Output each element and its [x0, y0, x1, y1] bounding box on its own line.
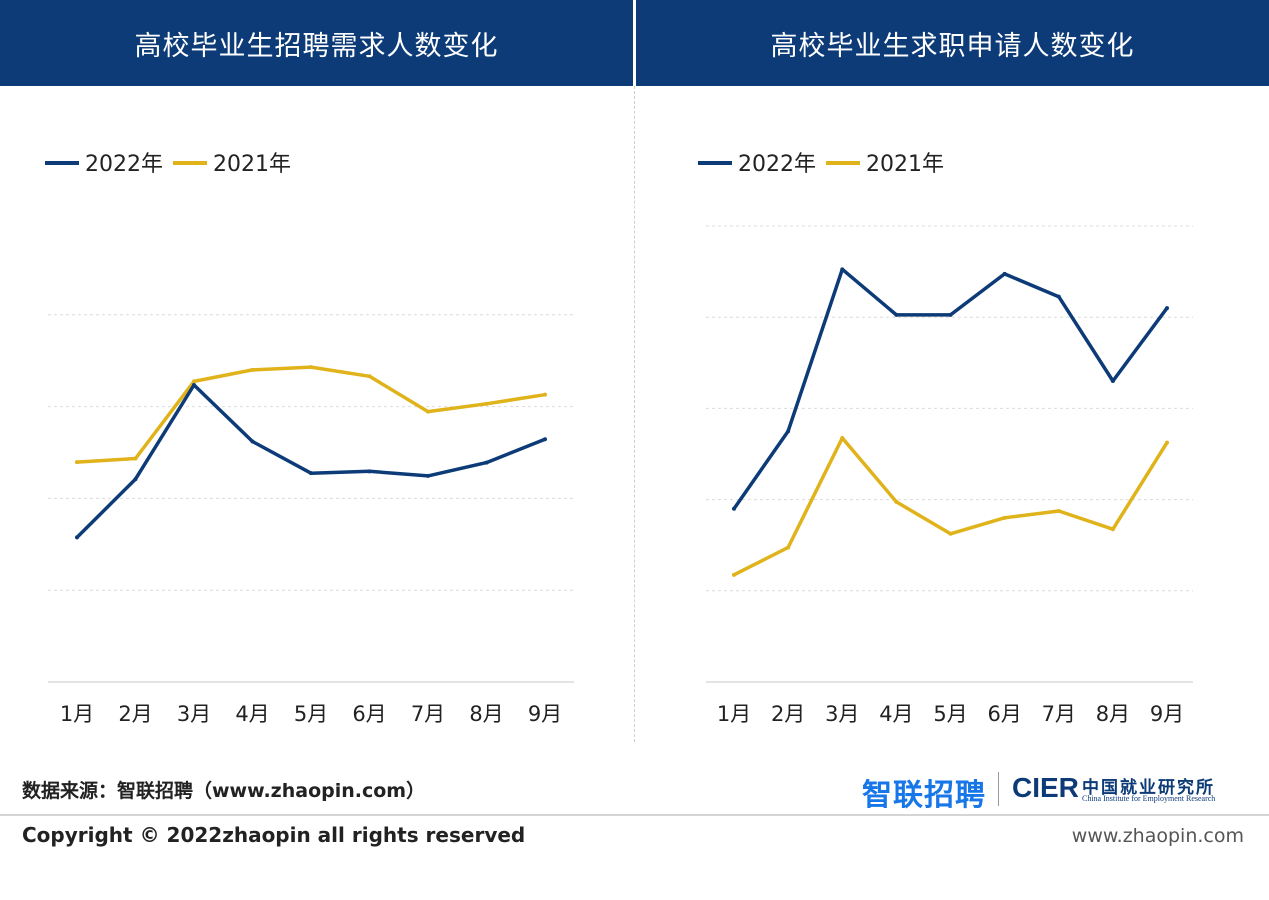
data-point	[948, 531, 953, 536]
data-point	[894, 499, 899, 504]
data-point	[367, 469, 372, 474]
data-point	[894, 312, 899, 317]
cier-logo-chinese: 中国就业研究所	[1082, 778, 1215, 798]
series-line-2021年	[732, 436, 1169, 577]
data-point	[840, 436, 845, 441]
data-point	[367, 374, 372, 379]
legend-label: 2022年	[738, 152, 816, 177]
data-point	[192, 379, 196, 384]
data-point	[732, 572, 736, 577]
x-tick-label: 7月	[411, 702, 445, 726]
data-point	[133, 456, 138, 461]
data-point	[840, 267, 845, 272]
x-tick-label: 9月	[1150, 702, 1184, 726]
data-point	[1110, 527, 1115, 532]
data-point	[1165, 440, 1169, 445]
data-point	[786, 545, 791, 550]
x-tick-label: 3月	[177, 702, 211, 726]
data-point	[543, 437, 547, 442]
legend-label: 2021年	[866, 152, 944, 177]
series-line-2022年	[732, 267, 1169, 511]
data-point	[484, 401, 489, 406]
footer-divider	[0, 814, 1269, 816]
left-chart-title: 高校毕业生招聘需求人数变化	[0, 0, 633, 86]
data-point	[732, 506, 736, 511]
legend-label: 2021年	[213, 152, 291, 177]
job-application-chart: 1月 2月 3月 4月 5月 6月 7月 8月 9月 2022年 2021年	[698, 152, 1193, 726]
data-point	[1165, 306, 1169, 311]
x-tick-label: 6月	[987, 702, 1021, 726]
right-chart-title: 高校毕业生求职申请人数变化	[636, 0, 1269, 86]
logo-divider	[998, 772, 999, 806]
x-tick-label: 6月	[352, 702, 386, 726]
data-point	[786, 429, 791, 434]
x-tick-label: 8月	[1096, 702, 1130, 726]
x-tick-label: 7月	[1042, 702, 1076, 726]
data-point	[309, 365, 313, 370]
data-point	[250, 367, 255, 372]
data-point	[426, 409, 430, 414]
data-point	[1002, 271, 1007, 276]
legend-label: 2022年	[85, 152, 163, 177]
recruitment-demand-chart: 1月 2月 3月 4月 5月 6月 7月 8月 9月 2022年 2021年	[45, 152, 574, 726]
data-point	[250, 439, 255, 444]
x-tick-label: 3月	[825, 702, 859, 726]
x-tick-label: 1月	[60, 702, 94, 726]
data-point	[75, 460, 79, 465]
center-divider	[634, 86, 635, 742]
copyright-text: Copyright © 2022zhaopin all rights reser…	[22, 823, 526, 847]
data-source: 数据来源：智联招聘（www.zhaopin.com）	[22, 780, 426, 802]
data-point	[1002, 515, 1007, 520]
x-tick-label: 8月	[469, 702, 503, 726]
data-point	[75, 535, 79, 540]
website-link[interactable]: www.zhaopin.com	[1071, 825, 1244, 847]
data-point	[1110, 379, 1115, 384]
x-tick-label: 2月	[771, 702, 805, 726]
series-line-2022年	[75, 383, 547, 540]
x-tick-label: 9月	[528, 702, 562, 726]
x-tick-label: 5月	[933, 702, 967, 726]
data-point	[133, 477, 138, 482]
data-point	[484, 460, 489, 465]
data-point	[1056, 509, 1061, 513]
cier-logo-english: China Institute for Employment Research	[1082, 794, 1216, 803]
cier-logo: CIER	[1012, 772, 1079, 803]
x-tick-label: 4月	[235, 702, 269, 726]
data-point	[426, 473, 430, 478]
data-point	[309, 471, 313, 476]
data-point	[948, 312, 953, 317]
zhaopin-logo: 智联招聘	[862, 778, 986, 813]
series-line-2021年	[75, 365, 547, 464]
x-tick-label: 2月	[118, 702, 152, 726]
x-tick-label: 4月	[879, 702, 913, 726]
data-point	[543, 392, 547, 397]
data-point	[1056, 294, 1061, 299]
data-point	[192, 383, 196, 388]
x-tick-label: 1月	[717, 702, 751, 726]
x-tick-label: 5月	[294, 702, 328, 726]
